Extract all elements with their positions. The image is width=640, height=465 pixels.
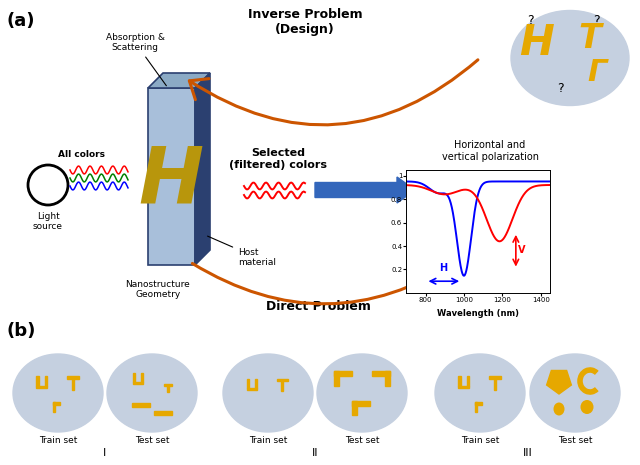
Bar	[352, 401, 357, 415]
Bar	[164, 385, 172, 386]
Ellipse shape	[511, 11, 629, 106]
Bar	[67, 376, 79, 379]
Text: All colors: All colors	[58, 150, 106, 159]
X-axis label: Wavelength (nm): Wavelength (nm)	[437, 309, 520, 318]
Text: Direct Problem: Direct Problem	[266, 300, 371, 313]
Text: (b): (b)	[6, 322, 35, 340]
Text: Inverse Problem
(Design): Inverse Problem (Design)	[248, 8, 362, 36]
Text: Nanostructure
Geometry: Nanostructure Geometry	[125, 280, 190, 299]
Bar	[281, 381, 284, 391]
Text: T: T	[579, 22, 602, 55]
Bar	[467, 376, 470, 386]
Text: ?: ?	[593, 14, 599, 27]
Bar	[352, 401, 370, 406]
Bar	[167, 386, 169, 392]
Bar	[53, 402, 55, 412]
Text: III: III	[523, 448, 532, 458]
Ellipse shape	[223, 354, 313, 432]
Ellipse shape	[107, 354, 197, 432]
Ellipse shape	[317, 354, 407, 432]
Polygon shape	[195, 73, 210, 265]
Text: Train set: Train set	[249, 436, 287, 445]
Bar	[141, 372, 143, 382]
Bar	[72, 379, 74, 390]
Bar	[458, 376, 461, 386]
Bar	[36, 386, 47, 388]
Bar	[36, 376, 38, 386]
Bar	[334, 371, 352, 376]
Text: H: H	[439, 263, 447, 272]
Bar	[154, 411, 172, 415]
Text: Test set: Test set	[135, 436, 169, 445]
Ellipse shape	[580, 400, 593, 414]
Bar	[493, 379, 496, 390]
Text: Train set: Train set	[39, 436, 77, 445]
Bar	[334, 371, 339, 386]
Ellipse shape	[530, 354, 620, 432]
Bar	[458, 386, 470, 388]
FancyArrowPatch shape	[193, 259, 458, 304]
Text: Train set: Train set	[461, 436, 499, 445]
Text: Host
material: Host material	[207, 236, 276, 267]
Ellipse shape	[435, 354, 525, 432]
Bar	[132, 403, 150, 407]
Bar	[276, 379, 287, 381]
Bar	[53, 402, 60, 405]
Text: H: H	[520, 22, 554, 64]
Bar	[246, 379, 249, 388]
Bar	[255, 379, 257, 388]
Text: ?: ?	[527, 14, 533, 27]
Bar	[132, 382, 143, 384]
Polygon shape	[148, 88, 195, 265]
Text: Absorption &
Scattering: Absorption & Scattering	[106, 33, 166, 86]
Text: Selected
(filtered) colors: Selected (filtered) colors	[229, 148, 327, 170]
Text: Test set: Test set	[557, 436, 592, 445]
Text: Test set: Test set	[345, 436, 380, 445]
Text: II: II	[312, 448, 318, 458]
Text: H: H	[138, 142, 204, 218]
FancyArrowPatch shape	[189, 60, 478, 125]
Text: ?: ?	[557, 82, 563, 95]
Text: V: V	[518, 245, 525, 255]
Bar	[246, 388, 257, 390]
Bar	[132, 372, 135, 382]
Bar	[489, 376, 500, 379]
Ellipse shape	[13, 354, 103, 432]
Text: Light
source: Light source	[33, 212, 63, 232]
Bar	[45, 376, 47, 386]
Text: I: I	[104, 448, 107, 458]
Bar	[475, 402, 482, 405]
Text: Γ: Γ	[588, 58, 607, 87]
Text: Horizontal and
vertical polarization: Horizontal and vertical polarization	[442, 140, 538, 162]
Bar	[372, 371, 390, 376]
Text: (a): (a)	[6, 12, 35, 30]
Ellipse shape	[554, 403, 564, 416]
Bar	[475, 402, 477, 412]
FancyArrow shape	[315, 177, 415, 203]
Polygon shape	[148, 73, 210, 88]
Bar	[385, 371, 390, 386]
